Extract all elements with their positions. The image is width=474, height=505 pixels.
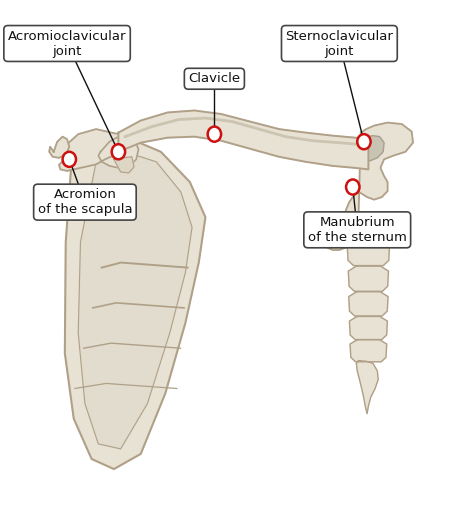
Text: Sternoclavicular
joint: Sternoclavicular joint xyxy=(285,29,393,58)
Polygon shape xyxy=(349,317,387,340)
Polygon shape xyxy=(347,239,390,266)
Circle shape xyxy=(346,179,359,194)
Polygon shape xyxy=(348,266,389,291)
Circle shape xyxy=(63,152,76,167)
Polygon shape xyxy=(356,361,378,414)
Text: Manubrium
of the sternum: Manubrium of the sternum xyxy=(308,216,407,244)
Polygon shape xyxy=(324,123,413,250)
Polygon shape xyxy=(350,340,387,362)
Circle shape xyxy=(208,127,221,142)
Text: Acromioclavicular
joint: Acromioclavicular joint xyxy=(8,29,126,58)
Polygon shape xyxy=(49,137,69,158)
Polygon shape xyxy=(357,136,384,161)
Circle shape xyxy=(112,144,125,160)
Polygon shape xyxy=(349,292,388,316)
Circle shape xyxy=(357,134,371,149)
Text: Clavicle: Clavicle xyxy=(188,72,240,85)
Text: Acromion
of the scapula: Acromion of the scapula xyxy=(37,188,132,216)
Polygon shape xyxy=(114,157,134,173)
Polygon shape xyxy=(98,134,138,168)
Polygon shape xyxy=(78,152,192,449)
Polygon shape xyxy=(59,129,123,171)
Polygon shape xyxy=(65,137,205,469)
Polygon shape xyxy=(118,111,368,169)
